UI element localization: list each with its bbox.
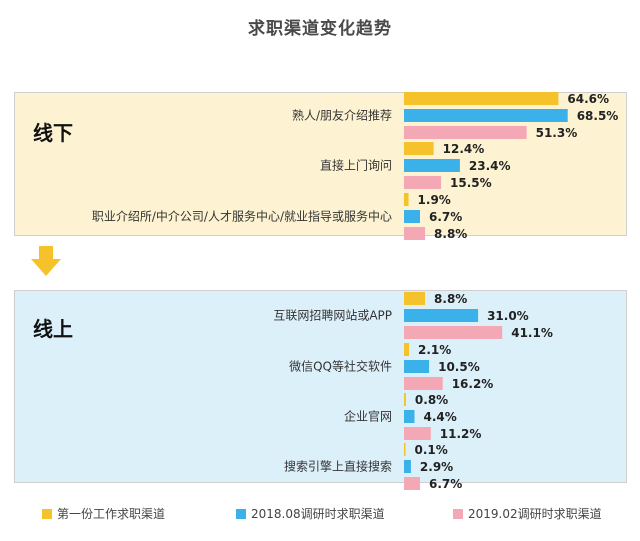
bar (404, 343, 410, 356)
category-label: 搜索引擎上直接搜索 (284, 459, 392, 474)
bar (404, 292, 426, 305)
bar (404, 443, 406, 456)
bar (404, 427, 431, 440)
data-label: 41.1% (511, 326, 553, 340)
data-label: 1.9% (418, 193, 451, 207)
data-label: 6.7% (429, 210, 462, 224)
data-label: 4.4% (424, 410, 457, 424)
category-label: 直接上门询问 (320, 158, 392, 173)
legend-swatch (236, 508, 246, 519)
legend-label: 2019.02调研时求职渠道 (468, 507, 602, 521)
bar (404, 109, 568, 122)
data-label: 12.4% (443, 142, 485, 156)
data-label: 0.1% (415, 443, 448, 457)
bar (404, 126, 527, 139)
data-label: 10.5% (438, 360, 480, 374)
online-panel: 线上 (14, 290, 627, 483)
data-label: 68.5% (577, 109, 619, 123)
category-label: 微信QQ等社交软件 (289, 359, 392, 374)
category-label: 互联网招聘网站或APP (273, 309, 392, 323)
category-label: 职业介绍所/中介公司/人才服务中心/就业指导或服务中心 (92, 209, 392, 224)
legend-swatch (453, 508, 463, 519)
bar (404, 227, 426, 240)
bar (404, 377, 443, 390)
bar (404, 176, 442, 189)
bar (404, 142, 434, 155)
legend-item-first-job: 第一份工作求职渠道 (42, 505, 165, 522)
category-label: 企业官网 (344, 409, 392, 424)
bar (404, 410, 415, 423)
data-label: 2.1% (418, 343, 451, 357)
bar (404, 460, 411, 473)
bar (404, 193, 409, 206)
data-label: 8.8% (434, 227, 467, 241)
legend-item-2018: 2018.08调研时求职渠道 (236, 505, 385, 522)
data-label: 15.5% (450, 176, 492, 190)
bar (404, 159, 460, 172)
chart-title: 求职渠道变化趋势 (248, 19, 392, 39)
online-section-title: 线上 (33, 317, 73, 341)
bar (404, 360, 430, 373)
data-label: 31.0% (487, 309, 529, 323)
bar (404, 477, 421, 490)
data-label: 6.7% (429, 477, 462, 491)
data-label: 8.8% (434, 292, 467, 306)
data-label: 16.2% (452, 377, 494, 391)
offline-section-title: 线下 (33, 121, 73, 145)
down-arrow-icon (31, 246, 61, 276)
data-label: 2.9% (420, 460, 453, 474)
legend-item-2019: 2019.02调研时求职渠道 (453, 505, 602, 522)
legend-label: 2018.08调研时求职渠道 (251, 507, 385, 521)
legend-swatch (42, 508, 52, 519)
bar (404, 393, 406, 406)
bar (404, 92, 559, 105)
data-label: 51.3% (536, 126, 578, 140)
legend-label: 第一份工作求职渠道 (57, 507, 166, 521)
data-label: 0.8% (415, 393, 448, 407)
data-label: 11.2% (440, 427, 482, 441)
data-label: 64.6% (567, 92, 609, 106)
bar (404, 309, 479, 322)
bar (404, 210, 421, 223)
data-label: 23.4% (469, 159, 511, 173)
category-label: 熟人/朋友介绍推荐 (292, 108, 392, 123)
bar (404, 326, 503, 339)
